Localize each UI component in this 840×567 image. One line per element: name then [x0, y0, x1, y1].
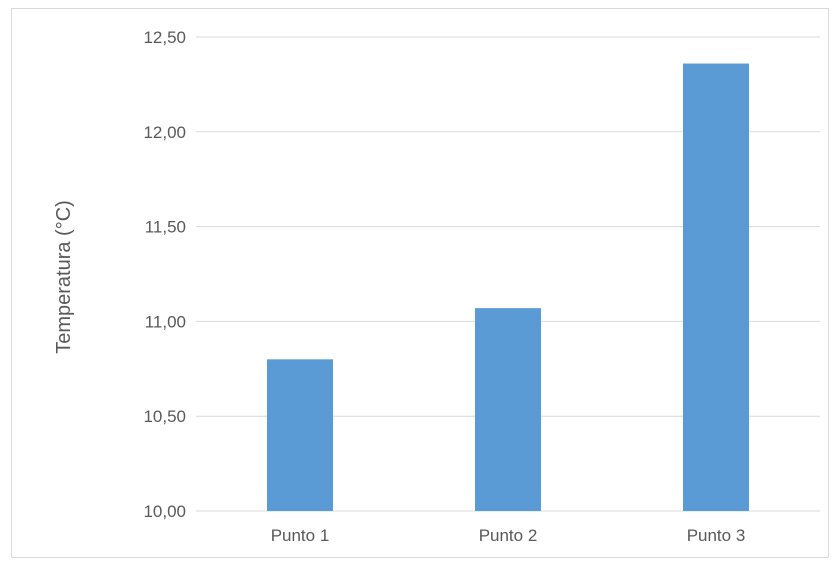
x-tick-label: Punto 1: [271, 526, 330, 545]
y-tick-label: 11,50: [145, 218, 186, 237]
bar: [267, 359, 333, 511]
y-axis-ticks: 10,00 10,50 11,00 11,50 12,00 12,50: [143, 28, 186, 521]
y-tick-label: 10,50: [143, 407, 186, 426]
y-axis-title: Temperatura (°C): [53, 200, 75, 354]
bars: [267, 63, 749, 511]
bar: [475, 308, 541, 511]
x-tick-label: Punto 3: [687, 526, 746, 545]
y-tick-label: 10,00: [143, 502, 186, 521]
y-tick-label: 12,50: [143, 28, 186, 47]
y-tick-label: 11,00: [145, 312, 186, 331]
x-tick-label: Punto 2: [479, 526, 538, 545]
y-tick-label: 12,00: [143, 123, 186, 142]
x-axis-ticks: Punto 1 Punto 2 Punto 3: [271, 526, 746, 545]
bar: [683, 63, 749, 511]
